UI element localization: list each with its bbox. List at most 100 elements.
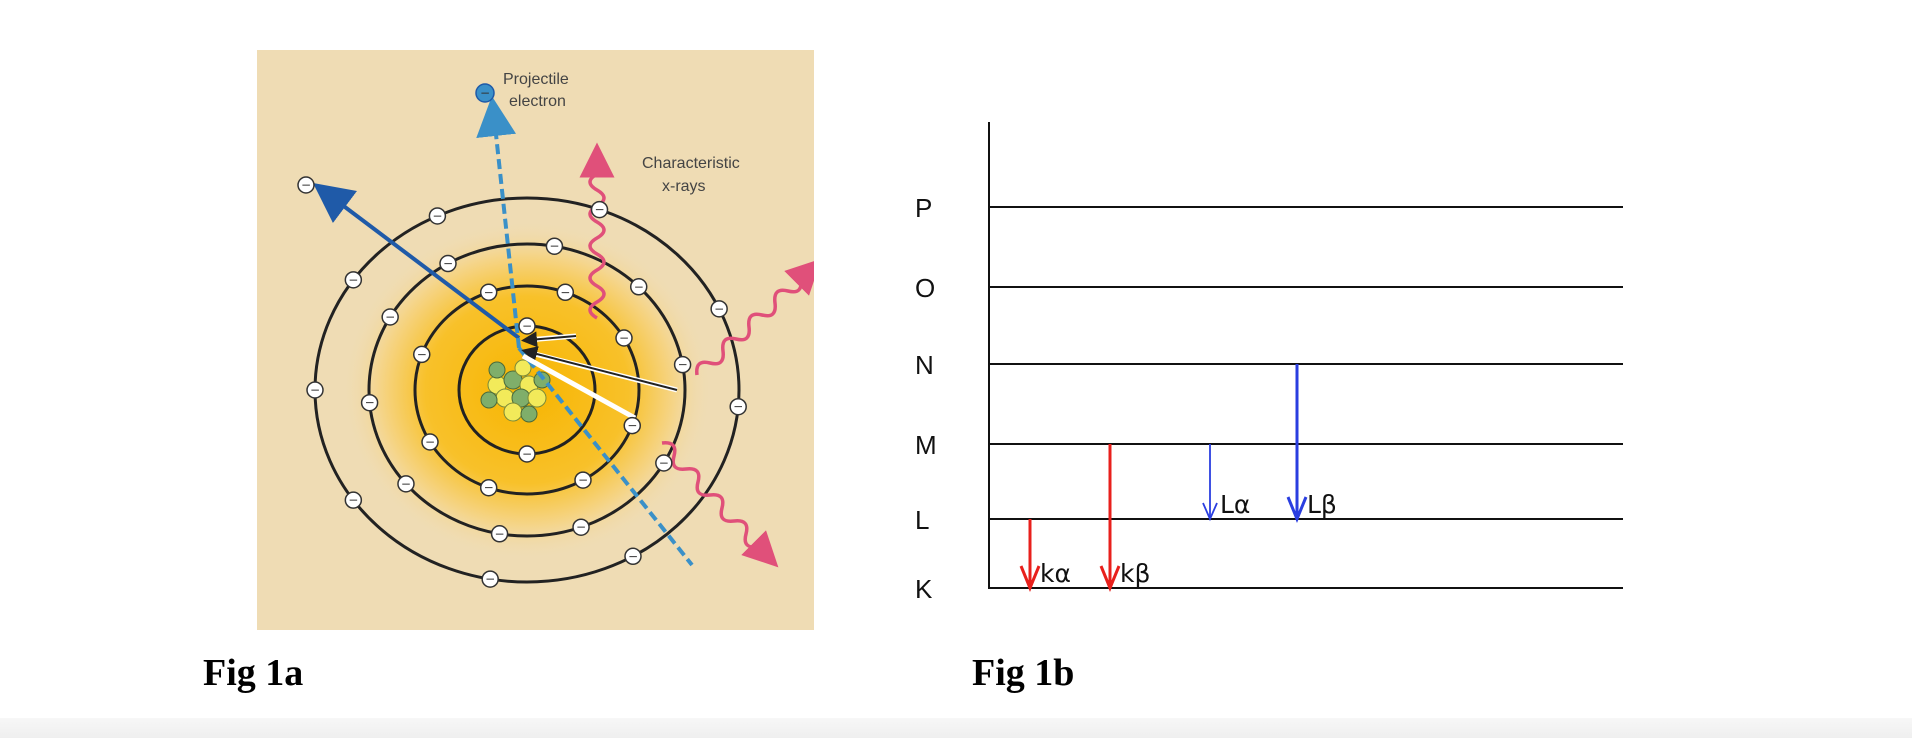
svg-text:−: −: [480, 86, 490, 100]
electron: −: [397, 475, 415, 493]
fig-1b-caption: Fig 1b: [972, 652, 1075, 694]
electron: −: [710, 300, 728, 318]
electron: −: [344, 271, 363, 289]
level-label: O: [915, 273, 935, 303]
electron: −: [306, 381, 324, 399]
level-label: N: [915, 350, 934, 380]
svg-text:−: −: [634, 280, 644, 294]
shell-3: [367, 242, 687, 538]
svg-text:−: −: [495, 527, 505, 541]
electron: −: [490, 525, 509, 543]
xray-wave-up: [579, 142, 615, 320]
level-l: L: [915, 505, 1623, 535]
electron: −: [572, 518, 590, 536]
electron: −: [428, 207, 447, 225]
projectile-label-line1: Projectile: [503, 71, 569, 88]
svg-text:−: −: [576, 520, 586, 534]
svg-text:−: −: [522, 319, 532, 333]
shell-electrons: − − − − − − − − − − − − − − − − − − − − − − − − − − − − −: [306, 200, 747, 588]
xray-label-line2: x-rays: [662, 178, 706, 195]
level-lines: P O N M L K: [915, 193, 1623, 604]
electron: −: [729, 397, 747, 416]
ejected-electron-arrow: [313, 182, 521, 340]
svg-text:−: −: [443, 257, 453, 271]
projectile-path-out: [476, 96, 521, 349]
xray-label-line1: Characteristic: [642, 155, 740, 172]
electron: −: [421, 433, 439, 451]
svg-text:−: −: [432, 209, 442, 223]
electron: −: [518, 317, 536, 335]
transition-arrow-2-core: [521, 346, 678, 391]
svg-text:−: −: [733, 400, 743, 414]
svg-text:−: −: [301, 178, 311, 192]
svg-text:−: −: [628, 549, 638, 563]
electron: −: [574, 471, 592, 489]
transition-kβ: kβ: [1099, 444, 1150, 592]
fig-1a-caption: Fig 1a: [203, 652, 304, 694]
svg-text:−: −: [348, 273, 358, 287]
svg-text:−: −: [594, 203, 604, 217]
shell-2: [413, 284, 641, 496]
electron: −: [629, 278, 648, 296]
electron: −: [479, 478, 498, 497]
electron: −: [518, 445, 536, 463]
electron: −: [479, 283, 498, 302]
electron: −: [624, 547, 642, 566]
electron: −: [439, 254, 457, 273]
level-label: P: [915, 193, 932, 223]
svg-text:−: −: [714, 302, 724, 316]
level-n: N: [915, 350, 1623, 380]
svg-text:−: −: [485, 572, 495, 586]
svg-text:−: −: [417, 347, 427, 361]
level-m: M: [915, 430, 1623, 460]
electron: −: [623, 416, 641, 435]
transition-label: kα: [1040, 559, 1071, 588]
svg-text:−: −: [484, 285, 494, 299]
svg-text:−: −: [348, 493, 358, 507]
electron: −: [360, 393, 379, 412]
transition-kα: kα: [1019, 519, 1071, 592]
svg-text:−: −: [484, 481, 494, 495]
electron: −: [344, 491, 363, 509]
electron: −: [615, 329, 633, 347]
svg-text:−: −: [560, 285, 570, 299]
svg-text:−: −: [522, 447, 532, 461]
transition-label: kβ: [1120, 559, 1150, 588]
projectile-label-line2: electron: [509, 93, 566, 110]
svg-text:−: −: [678, 358, 688, 372]
xray-wave-down: [661, 441, 779, 568]
projectile-path-in: [517, 346, 694, 567]
electron: −: [556, 283, 575, 302]
level-label: L: [915, 505, 929, 535]
svg-text:−: −: [425, 435, 435, 449]
xray-wave-right: [695, 258, 814, 376]
atom-diagram: − − Projectile electron Characteristic x…: [257, 50, 814, 630]
transition-arrow-1-core: [521, 331, 577, 348]
transition-arrow-3: [521, 353, 637, 421]
svg-text:−: −: [310, 383, 320, 397]
electron: −: [413, 345, 431, 364]
level-k: K: [915, 574, 1623, 604]
svg-text:−: −: [619, 331, 629, 345]
electron: −: [545, 237, 564, 255]
svg-text:−: −: [401, 477, 411, 491]
transition-arrows: kα kβ Lα Lβ: [1019, 364, 1337, 592]
bottom-strip: [0, 718, 1912, 738]
svg-text:−: −: [627, 419, 637, 433]
electron: −: [381, 308, 399, 326]
atom-svg: − − Projectile electron Characteristic x…: [297, 71, 814, 588]
level-label: M: [915, 430, 937, 460]
electron: −: [655, 454, 673, 472]
transition-Lβ: Lβ: [1286, 364, 1337, 523]
nucleus: [480, 359, 551, 423]
electron: −: [481, 570, 499, 588]
transition-label: Lα: [1220, 490, 1250, 519]
transition-label: Lβ: [1307, 490, 1337, 519]
level-p: P: [915, 193, 1623, 223]
svg-text:−: −: [385, 310, 395, 324]
svg-text:−: −: [549, 239, 559, 253]
ejected-electron: −: [297, 176, 315, 194]
svg-text:−: −: [365, 396, 375, 410]
electron: −: [590, 200, 609, 219]
level-o: O: [915, 273, 1623, 303]
